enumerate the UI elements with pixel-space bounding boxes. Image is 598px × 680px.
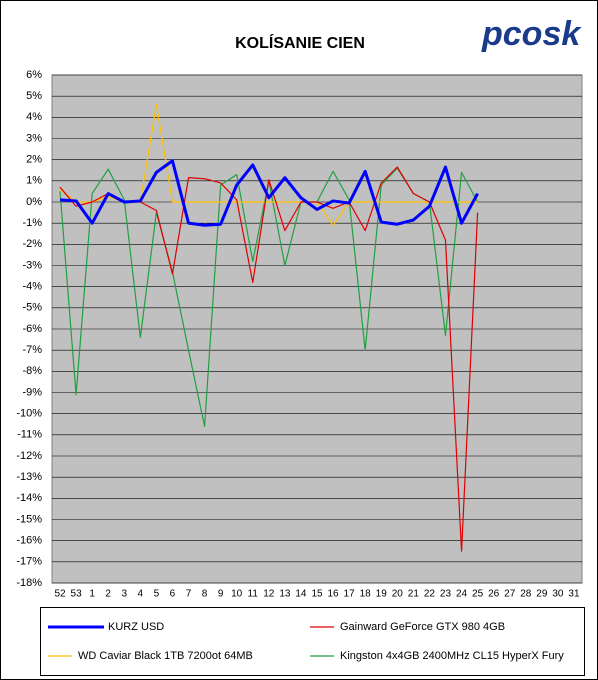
x-tick-label: 11 xyxy=(248,589,259,600)
x-tick-label: 6 xyxy=(170,589,176,600)
y-tick-label: -17% xyxy=(16,556,42,568)
y-tick-label: -1% xyxy=(22,217,42,229)
x-tick-label: 17 xyxy=(344,589,356,600)
y-tick-label: -16% xyxy=(16,535,42,547)
x-tick-label: 9 xyxy=(218,589,224,600)
x-tick-label: 2 xyxy=(105,589,111,600)
y-tick-label: -5% xyxy=(22,302,42,314)
legend-label: WD Caviar Black 1TB 7200ot 64MB xyxy=(78,650,253,662)
x-tick-label: 27 xyxy=(504,589,516,600)
y-tick-label: -8% xyxy=(22,365,42,377)
y-tick-label: -9% xyxy=(22,386,42,398)
y-tick-label: -4% xyxy=(22,281,42,293)
x-tick-label: 16 xyxy=(327,589,339,600)
x-tick-label: 1 xyxy=(89,589,95,600)
x-tick-label: 18 xyxy=(360,589,372,600)
x-tick-label: 19 xyxy=(376,589,388,600)
y-tick-label: -15% xyxy=(16,513,42,525)
x-tick-label: 30 xyxy=(552,589,564,600)
x-tick-label: 15 xyxy=(311,589,323,600)
x-tick-label: 29 xyxy=(536,589,548,600)
y-tick-label: 0% xyxy=(26,196,42,208)
y-tick-label: 1% xyxy=(26,175,42,187)
y-tick-label: -18% xyxy=(16,577,42,589)
legend-box xyxy=(40,607,585,676)
y-tick-label: 2% xyxy=(26,154,42,166)
y-tick-label: 4% xyxy=(26,111,42,123)
x-tick-label: 8 xyxy=(202,589,208,600)
x-tick-label: 14 xyxy=(295,589,307,600)
y-tick-label: -7% xyxy=(22,344,42,356)
x-tick-label: 21 xyxy=(408,589,420,600)
x-tick-label: 10 xyxy=(231,589,243,600)
legend-label: Gainward GeForce GTX 980 4GB xyxy=(340,621,505,633)
x-tick-label: 31 xyxy=(568,589,580,600)
x-tick-label: 20 xyxy=(392,589,404,600)
legend-label: KURZ USD xyxy=(108,621,164,633)
x-tick-label: 5 xyxy=(154,589,160,600)
y-tick-label: -6% xyxy=(22,323,42,335)
y-tick-label: -12% xyxy=(16,450,42,462)
x-tick-label: 23 xyxy=(440,589,452,600)
chart-title: KOLÍSANIE CIEN xyxy=(235,33,365,52)
x-tick-label: 24 xyxy=(456,589,468,600)
y-tick-label: 5% xyxy=(26,90,42,102)
x-tick-label: 25 xyxy=(472,589,484,600)
y-tick-label: 6% xyxy=(26,69,42,81)
x-tick-label: 13 xyxy=(279,589,291,600)
x-tick-label: 4 xyxy=(138,589,144,600)
x-tick-label: 12 xyxy=(263,589,275,600)
x-tick-label: 7 xyxy=(186,589,192,600)
x-tick-label: 3 xyxy=(121,589,127,600)
y-tick-label: -13% xyxy=(16,471,42,483)
x-tick-label: 26 xyxy=(488,589,500,600)
legend-label: Kingston 4x4GB 2400MHz CL15 HyperX Fury xyxy=(340,650,564,662)
x-tick-label: 53 xyxy=(71,589,83,600)
x-tick-label: 52 xyxy=(54,589,66,600)
y-tick-label: -11% xyxy=(17,429,42,441)
x-tick-label: 28 xyxy=(520,589,532,600)
y-tick-label: -3% xyxy=(22,259,42,271)
y-tick-label: -14% xyxy=(16,492,42,504)
x-tick-label: 22 xyxy=(424,589,436,600)
logo: pcosk xyxy=(481,15,582,53)
series-line xyxy=(59,159,479,227)
y-tick-label: -10% xyxy=(16,408,42,420)
y-tick-label: -2% xyxy=(22,238,42,250)
y-tick-label: 3% xyxy=(26,132,42,144)
